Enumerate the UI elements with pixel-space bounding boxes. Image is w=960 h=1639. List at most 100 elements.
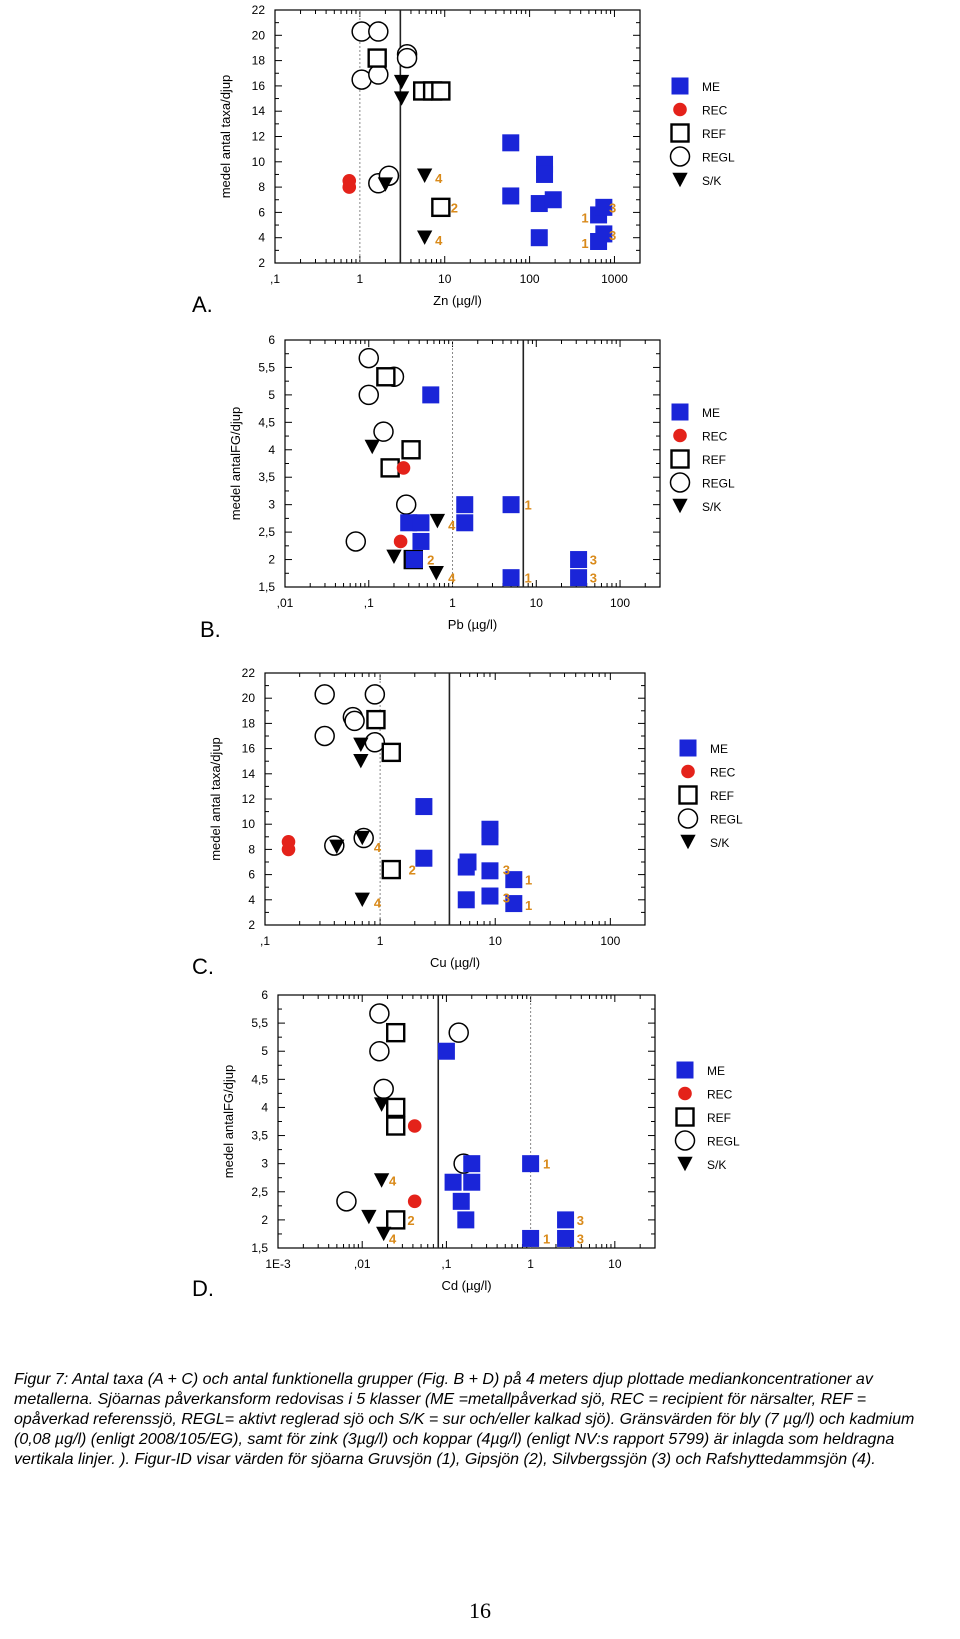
legend-marker-sk (672, 498, 688, 514)
lake-id-label: 3 (609, 228, 616, 243)
y-tick-label: 3 (268, 498, 275, 512)
y-tick-label: 4 (258, 231, 265, 245)
lake-id-label: 1 (525, 498, 532, 513)
lake-id-label: 3 (590, 553, 597, 568)
point-me (415, 849, 433, 867)
legend-label: REF (702, 453, 726, 467)
legend-label: REC (710, 766, 736, 780)
point-sk (364, 439, 380, 455)
point-me (463, 1173, 481, 1191)
panel-label: C. (192, 954, 214, 979)
point-regl (368, 64, 389, 85)
x-tick-label: 1 (527, 1257, 534, 1271)
page-number: 16 (469, 1598, 491, 1623)
panel-label: A. (192, 292, 213, 317)
point-rec (393, 534, 408, 549)
point-me (481, 828, 499, 846)
point-sk (417, 168, 433, 183)
lake-id-label: 3 (590, 571, 597, 586)
point-regl (396, 47, 418, 69)
lake-id-label: 4 (448, 571, 456, 586)
point-ref (386, 1097, 406, 1118)
point-me (444, 1173, 462, 1191)
point-ref (386, 1210, 406, 1230)
point-regl (369, 1003, 390, 1024)
legend-label: REF (707, 1111, 731, 1125)
point-sk (393, 74, 410, 90)
x-tick-label: 100 (610, 596, 630, 610)
y-tick-label: 10 (252, 155, 266, 169)
point-ref (367, 48, 387, 68)
point-me (463, 1155, 481, 1173)
lake-id-label: 4 (389, 1174, 397, 1189)
x-tick-label: 1 (357, 272, 364, 286)
y-axis-label: medel antalFG/djup (228, 407, 243, 520)
point-regl (364, 732, 386, 753)
y-tick-label: 2 (258, 256, 265, 270)
legend-marker-rec (678, 1086, 692, 1101)
point-rec (342, 180, 357, 194)
lake-id-label: 4 (374, 840, 382, 855)
legend: ME REC REF REGL S/K (677, 739, 743, 850)
point-me (570, 569, 588, 587)
point-regl (373, 421, 394, 442)
point-ref (381, 859, 401, 880)
x-tick-label: ,1 (270, 272, 280, 286)
point-me (570, 551, 588, 569)
y-tick-label: 4,5 (251, 1072, 268, 1086)
legend-marker-me (671, 403, 689, 421)
y-tick-label: 8 (248, 842, 255, 856)
point-sk (386, 549, 402, 565)
y-tick-label: 18 (242, 716, 256, 730)
lake-id-label: 4 (435, 171, 443, 186)
legend-marker-rec (673, 102, 687, 117)
y-tick-label: 20 (252, 28, 266, 42)
point-me (457, 891, 475, 909)
point-sk (329, 839, 345, 855)
legend-marker-ref (675, 1107, 695, 1127)
y-tick-label: 2 (248, 918, 255, 932)
point-me (536, 165, 554, 183)
legend-marker-ref (670, 123, 690, 143)
legend: ME REC REF REGL S/K (669, 77, 735, 188)
lake-id-label: 2 (409, 863, 416, 878)
legend-label: ME (702, 406, 720, 420)
chart-panel-2: ,01 ,1 1 10 100 1,5 2 2,5 3 3,5 4 4,5 5 5,5 6 Pb (µg/l)… (200, 333, 735, 642)
point-me (481, 862, 499, 880)
point-me (505, 895, 523, 913)
x-tick-label: ,01 (354, 1257, 371, 1271)
legend-label: S/K (710, 836, 729, 850)
y-tick-label: 5 (268, 388, 275, 402)
y-tick-label: 14 (242, 767, 256, 781)
point-ref (386, 1116, 406, 1136)
x-tick-label: ,1 (260, 934, 270, 948)
y-tick-label: 6 (261, 988, 268, 1002)
point-sk (393, 91, 410, 106)
x-tick-label: 100 (600, 934, 620, 948)
x-tick-label: 1000 (601, 272, 628, 286)
y-tick-label: 16 (252, 79, 266, 93)
legend-marker-regl (669, 472, 691, 493)
lake-id-label: 3 (577, 1231, 584, 1246)
point-ref (431, 81, 451, 101)
y-axis-label: medel antalFG/djup (221, 1065, 236, 1178)
point-regl (358, 384, 380, 406)
point-sk (354, 830, 370, 846)
point-me (595, 225, 613, 243)
point-ref (380, 458, 400, 478)
legend: ME REC REF REGL S/K (674, 1061, 740, 1172)
lake-id-label: 1 (525, 873, 532, 888)
legend-label: REC (707, 1088, 733, 1102)
panel-label: D. (192, 1276, 214, 1301)
point-ref (366, 709, 386, 730)
point-sk (373, 1097, 390, 1112)
x-axis-label: Pb (µg/l) (448, 617, 497, 632)
point-me (522, 1155, 540, 1173)
legend-label: S/K (702, 500, 721, 514)
legend-marker-me (679, 739, 697, 757)
point-regl (345, 531, 367, 552)
point-me (457, 858, 475, 876)
